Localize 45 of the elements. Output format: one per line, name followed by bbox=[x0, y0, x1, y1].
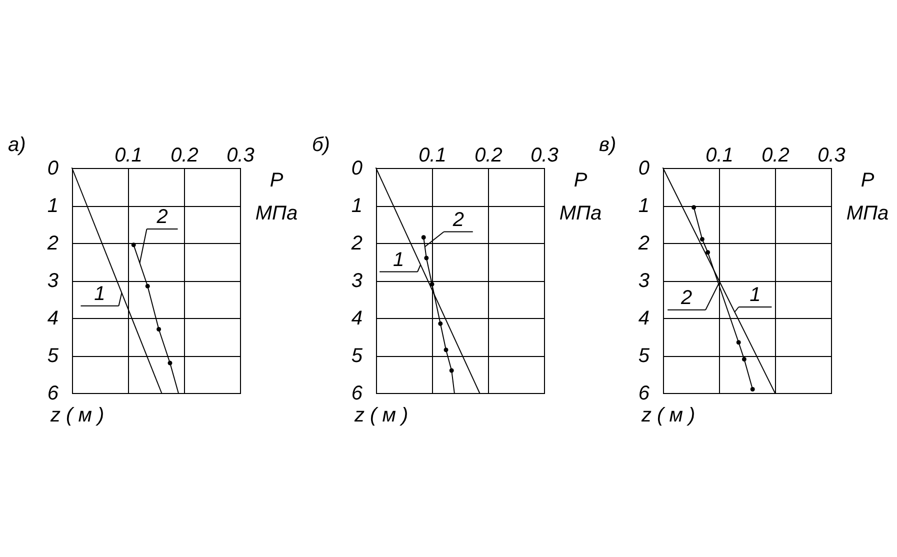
x-tick-label: 0.2 bbox=[170, 144, 198, 166]
y-tick-label: 3 bbox=[351, 270, 362, 292]
y-tick-label: 2 bbox=[350, 232, 362, 254]
y-tick-label: 5 bbox=[351, 345, 364, 367]
legend-label: 1 bbox=[392, 248, 404, 271]
y-tick-label: 4 bbox=[351, 308, 362, 330]
y-tick-label: 1 bbox=[47, 195, 58, 217]
y-tick-label: 6 bbox=[351, 382, 364, 404]
x-tick-label: 0.3 bbox=[530, 144, 558, 166]
y-axis-title: z ( м ) bbox=[50, 404, 104, 426]
y-tick-label: 4 bbox=[47, 308, 58, 330]
x-tick-label: 0.2 bbox=[474, 144, 502, 166]
chart-title: б) bbox=[312, 134, 330, 156]
y-axis-title: z ( м ) bbox=[640, 404, 696, 426]
x-tick-label: 0.1 bbox=[418, 144, 446, 166]
y-tick-label: 0 bbox=[351, 158, 362, 180]
y-tick-label: 6 bbox=[638, 382, 650, 404]
y-axis-title: z ( м ) bbox=[354, 404, 408, 426]
y-tick-label: 2 bbox=[637, 232, 650, 254]
y-tick-label: 3 bbox=[47, 270, 58, 292]
legend-label: 1 bbox=[750, 284, 761, 306]
y-tick-label: 4 bbox=[638, 308, 650, 330]
x-axis-title: P МПа bbox=[255, 170, 298, 224]
y-tick-label: 1 bbox=[351, 195, 362, 217]
y-tick-label: 0 bbox=[638, 158, 650, 180]
x-tick-label: 0.3 bbox=[226, 144, 254, 166]
legend-label: 1 bbox=[94, 282, 106, 305]
x-axis-title: P МПа bbox=[846, 170, 889, 224]
x-tick-label: 0.3 bbox=[818, 144, 846, 166]
chart-title: а) bbox=[8, 134, 26, 156]
series-label: 2 bbox=[452, 208, 464, 231]
y-tick-label: 5 bbox=[638, 345, 650, 367]
y-tick-label: 2 bbox=[46, 232, 58, 254]
y-tick-label: 1 bbox=[638, 195, 650, 217]
x-axis-title: P МПа bbox=[559, 170, 602, 224]
series-label: 2 bbox=[156, 206, 168, 228]
x-tick-label: 0.1 bbox=[114, 144, 142, 166]
y-tick-label: 5 bbox=[47, 345, 60, 367]
x-tick-label: 0.1 bbox=[706, 144, 734, 166]
y-tick-label: 0 bbox=[47, 158, 58, 180]
x-tick-label: 0.2 bbox=[762, 144, 790, 166]
y-tick-label: 6 bbox=[47, 382, 60, 404]
series-label: 2 bbox=[680, 286, 692, 309]
chart-title: в) bbox=[599, 134, 616, 156]
y-tick-label: 3 bbox=[638, 270, 650, 292]
